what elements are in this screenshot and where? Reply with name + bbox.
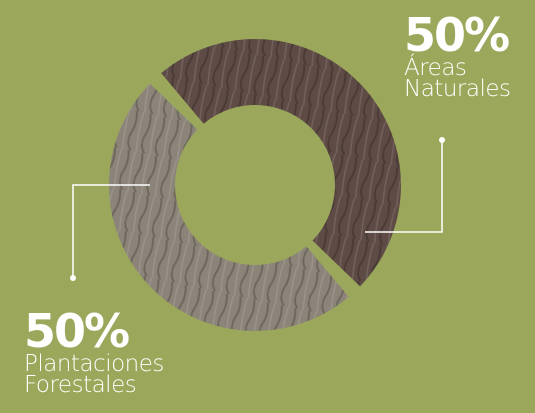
slice-texture bbox=[109, 83, 349, 331]
connector-dot bbox=[70, 275, 76, 281]
category-label: Áreas Naturales bbox=[404, 55, 511, 102]
connector-dot bbox=[439, 137, 445, 143]
value-label: 50% bbox=[404, 8, 510, 62]
connector bbox=[365, 140, 443, 233]
label-group: 50% Plantaciones Forestales bbox=[24, 304, 174, 398]
connector bbox=[72, 184, 150, 278]
slice-texture bbox=[161, 38, 402, 287]
category-label: Plantaciones Forestales bbox=[24, 351, 164, 398]
value-label: 50% bbox=[24, 304, 130, 358]
label-group: 50% Áreas Naturales bbox=[404, 8, 524, 102]
